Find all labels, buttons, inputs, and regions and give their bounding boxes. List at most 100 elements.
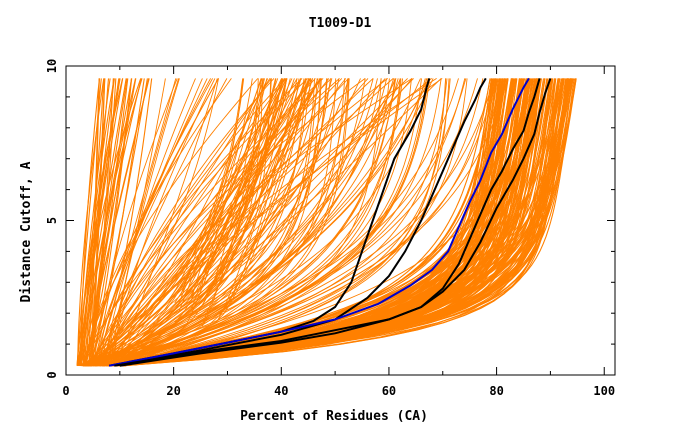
model-curve-381 [178, 78, 262, 311]
model-black-3 [119, 78, 541, 367]
y-axis-label: Distance Cutoff, A [19, 161, 34, 302]
model-curve-243 [81, 78, 442, 367]
model-curve-314 [109, 78, 413, 367]
model-curve-373 [214, 78, 307, 292]
model-curve-316 [85, 78, 442, 367]
x-tick-label: 100 [593, 384, 615, 398]
model-curve-344 [80, 78, 100, 366]
model-curve-323 [85, 78, 153, 367]
model-curve-336 [88, 78, 148, 366]
model-curve-183 [82, 78, 397, 367]
model-black-2 [114, 77, 487, 367]
model-curve-319 [104, 78, 287, 366]
model-curve-384 [181, 78, 285, 292]
model-curve-215 [109, 78, 388, 367]
model-curve-351 [88, 78, 133, 366]
model-curve-220 [102, 78, 484, 367]
model-curve-248 [104, 78, 447, 367]
model-curve-339 [91, 78, 137, 366]
highlight-series [108, 77, 552, 367]
model-curve-364 [198, 78, 295, 306]
model-curve-263 [110, 78, 366, 367]
model-curve-178 [88, 78, 537, 367]
tick-labels: 0 20 40 60 80 100 0 5 10 [45, 59, 615, 398]
x-tick-label: 80 [489, 384, 503, 398]
model-curve-284 [92, 78, 349, 366]
model-curve-324 [88, 78, 137, 366]
model-curve-175 [113, 78, 512, 367]
model-curve-229 [112, 78, 491, 367]
model-curve-173 [91, 78, 570, 367]
model-curve-270 [111, 78, 386, 367]
model-curve-313 [94, 78, 366, 366]
y-tick-label: 0 [45, 371, 59, 378]
model-curve-255 [108, 78, 451, 367]
model-curve-299 [82, 78, 432, 367]
model-curve-147 [108, 78, 552, 367]
model-curve-267 [91, 78, 396, 367]
model-curve-282 [98, 78, 347, 367]
x-tick-label: 60 [382, 384, 396, 398]
x-axis-label: Percent of Residues (CA) [240, 409, 428, 424]
model-curve-214 [97, 78, 427, 367]
x-tick-label: 20 [166, 384, 180, 398]
model-curve-315 [113, 78, 180, 366]
model-curve-239 [114, 78, 318, 367]
model-black-4 [114, 78, 552, 367]
y-tick-label: 10 [45, 59, 59, 73]
model-curve-256 [92, 78, 401, 367]
model-curve-161 [123, 78, 577, 367]
model-curve-174 [111, 78, 565, 367]
model-curve-168 [106, 78, 538, 367]
model-curve-352 [79, 78, 124, 366]
model-curve-306 [111, 78, 216, 366]
model-curve-223 [105, 78, 349, 367]
chart-title: T1009-D1 [309, 16, 372, 31]
model-curve-172 [119, 78, 522, 367]
model-curve-354 [88, 78, 117, 366]
model-curve-245 [83, 78, 396, 367]
model-curve-163 [99, 78, 529, 367]
model-curve-382 [174, 78, 321, 304]
model-curve-303 [104, 78, 332, 366]
model-curve-234 [86, 78, 309, 367]
model-curve-383 [180, 78, 322, 299]
model-curve-137 [85, 78, 554, 367]
model-curve-264 [109, 78, 321, 367]
model-curve-349 [90, 78, 106, 366]
x-tick-label: 40 [274, 384, 288, 398]
model-curve-184 [106, 78, 534, 367]
model-curve-219 [109, 78, 430, 367]
model-curve-362 [201, 78, 284, 301]
y-tick-label: 5 [45, 217, 59, 224]
model-blue [108, 77, 530, 367]
model-curve-281 [87, 78, 394, 366]
model-curve-144 [93, 78, 575, 367]
model-curve-176 [116, 78, 508, 367]
model-curve-253 [88, 78, 374, 367]
model-curve-371 [216, 78, 298, 316]
model-curve-212 [79, 78, 467, 367]
model-curve-193 [107, 78, 466, 367]
model-curve-335 [85, 78, 114, 366]
model-curve-136 [123, 78, 553, 367]
model-curve-287 [107, 78, 286, 366]
model-curve-370 [215, 78, 302, 323]
x-tick-label: 0 [62, 384, 69, 398]
model-curve-238 [106, 78, 459, 367]
model-curve-379 [178, 78, 287, 303]
model-curve-374 [185, 78, 285, 304]
model-curve-251 [118, 78, 431, 367]
model-curve-226 [94, 78, 428, 367]
axes [65, 65, 616, 376]
model-curve-359 [209, 78, 310, 325]
model-curve-312 [103, 78, 275, 366]
model-curve-275 [95, 78, 443, 366]
model-curve-217 [102, 78, 337, 367]
model-curve-261 [99, 78, 496, 367]
model-curve-378 [200, 78, 265, 290]
model-curve-318 [90, 78, 203, 366]
model-curve-177 [114, 78, 572, 367]
model-curve-258 [113, 78, 382, 367]
